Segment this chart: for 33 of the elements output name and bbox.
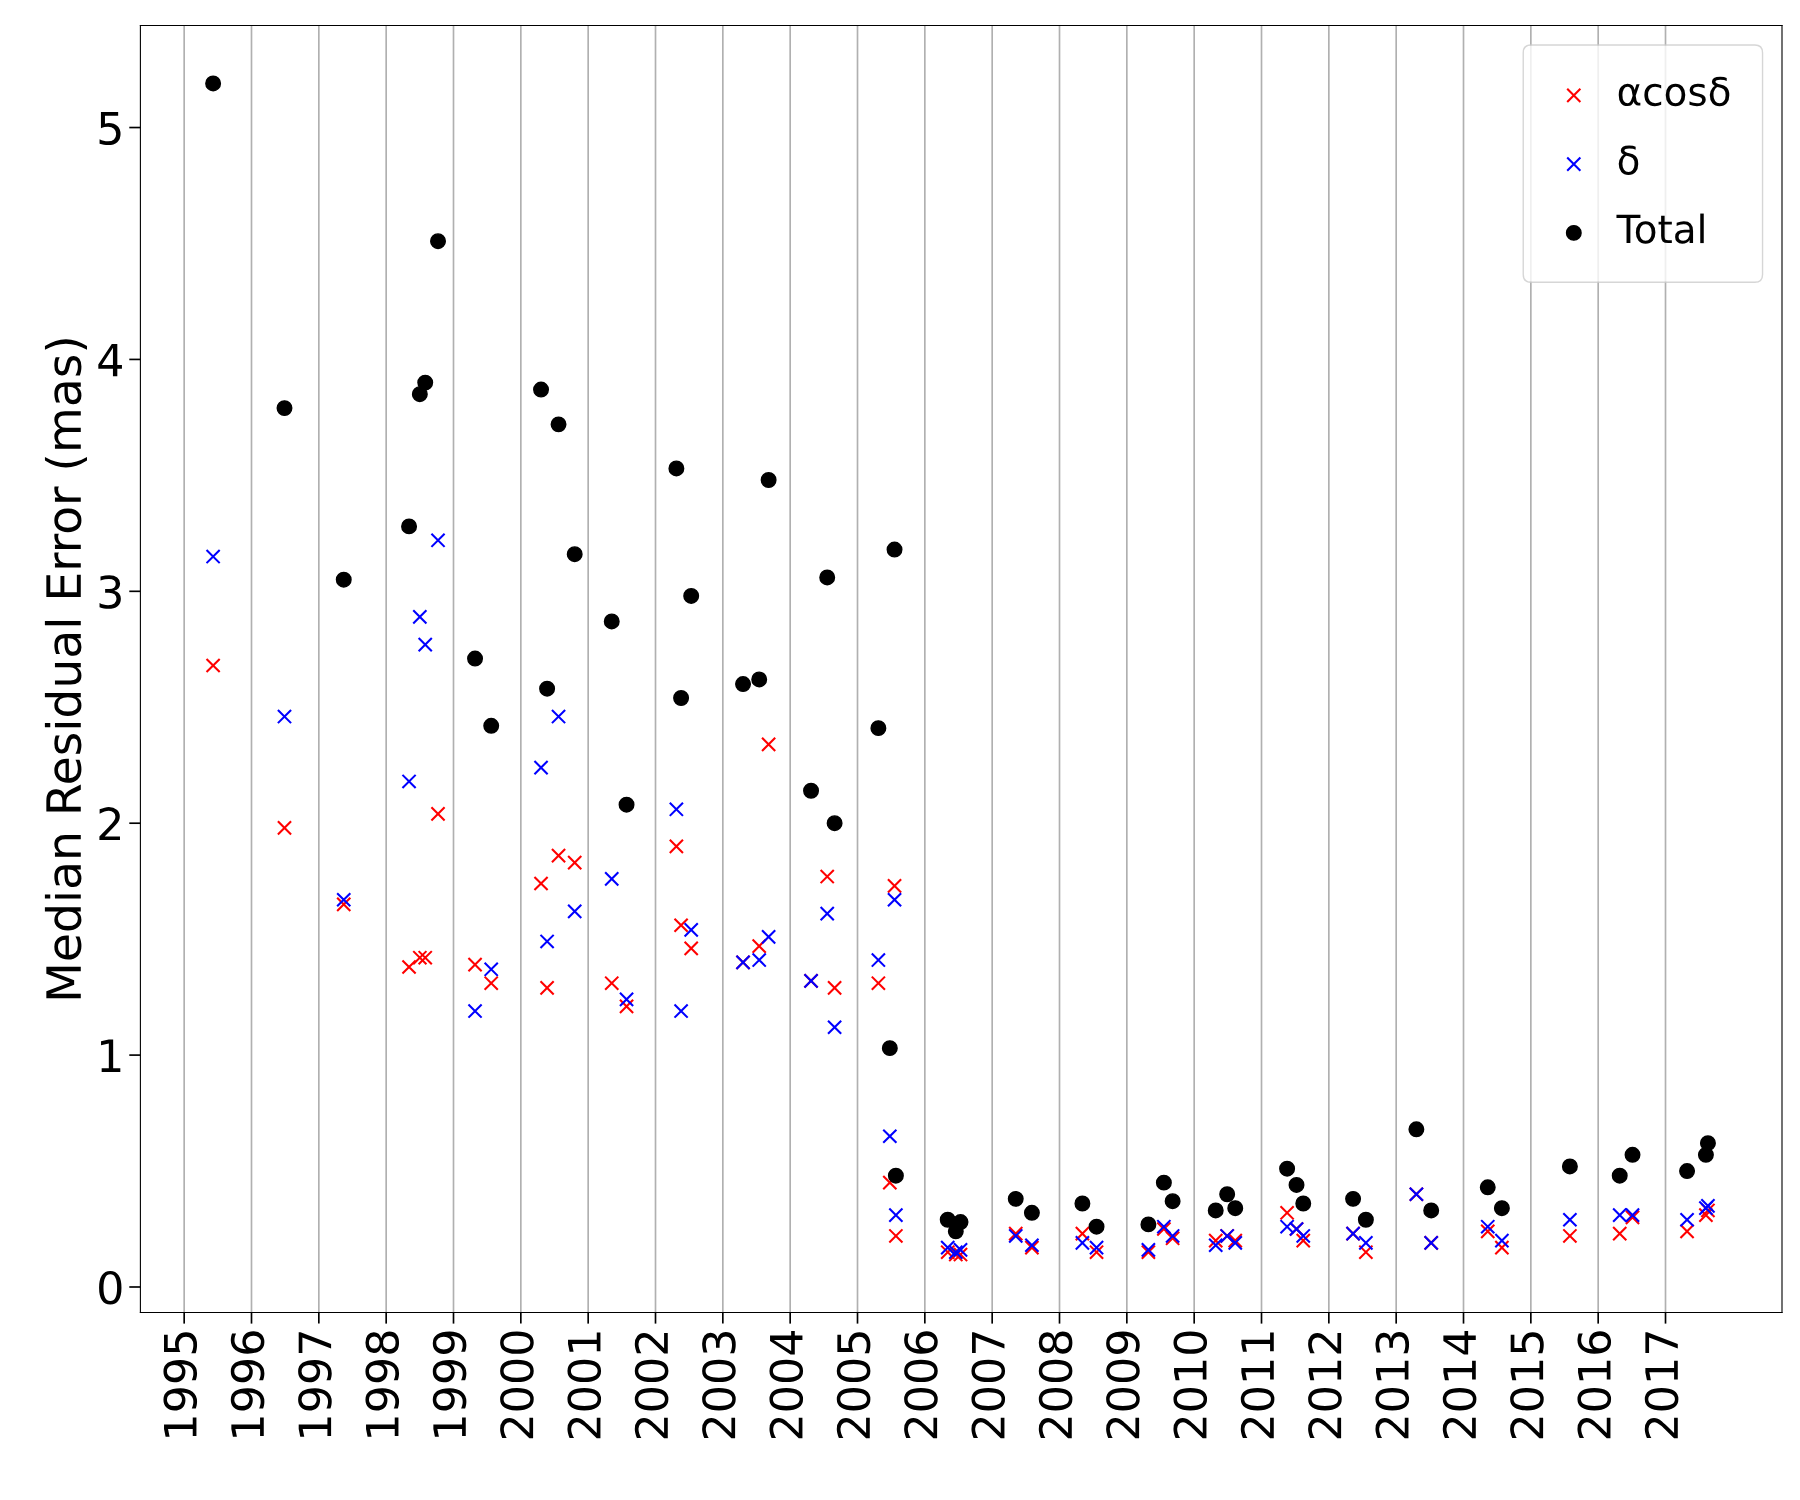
x-tick-label: 2016 bbox=[1577, 1331, 1612, 1439]
y-tick-label: 3 bbox=[99, 575, 121, 609]
y-axis-title: Median Residual Error (mas) bbox=[44, 339, 87, 999]
legend-label: αcosδ bbox=[1618, 76, 1730, 107]
x-tick-label: 1998 bbox=[365, 1331, 400, 1437]
x-tick-label: 2001 bbox=[567, 1332, 602, 1439]
x-tick-label: 1999 bbox=[432, 1331, 467, 1437]
legend-label: Total bbox=[1616, 213, 1704, 244]
x-tick-label: 1996 bbox=[230, 1331, 265, 1437]
x-tick-label: 2012 bbox=[1308, 1332, 1342, 1439]
legend-label: δ bbox=[1618, 145, 1639, 175]
x-tick-label: 2015 bbox=[1510, 1332, 1544, 1439]
y-tick-label: 0 bbox=[99, 1270, 122, 1305]
x-tick-label: 2009 bbox=[1106, 1331, 1140, 1439]
x-tick-label: 2011 bbox=[1240, 1332, 1275, 1439]
y-tick-label: 4 bbox=[98, 343, 122, 377]
x-tick-label: 2008 bbox=[1038, 1331, 1073, 1439]
x-tick-label: 2007 bbox=[971, 1332, 1006, 1439]
x-tick-label: 2003 bbox=[702, 1332, 736, 1439]
y-tick-label: 5 bbox=[99, 112, 121, 146]
x-tick-label: 2006 bbox=[904, 1331, 938, 1439]
x-tick-label: 1995 bbox=[163, 1332, 198, 1437]
x-tick-label: 2014 bbox=[1442, 1330, 1477, 1439]
x-tick-label: 2013 bbox=[1375, 1332, 1410, 1439]
y-tick-label: 2 bbox=[99, 807, 120, 841]
x-tick-label: 2010 bbox=[1173, 1331, 1208, 1439]
x-tick-label: 2004 bbox=[769, 1330, 804, 1439]
x-tick-label: 2005 bbox=[836, 1332, 871, 1439]
x-tick-label: 2002 bbox=[634, 1332, 669, 1439]
x-tick-label: 1997 bbox=[298, 1332, 332, 1437]
y-tick-label: 1 bbox=[101, 1039, 121, 1072]
x-tick-label: 2017 bbox=[1644, 1332, 1679, 1439]
x-tick-label: 2000 bbox=[500, 1331, 534, 1439]
